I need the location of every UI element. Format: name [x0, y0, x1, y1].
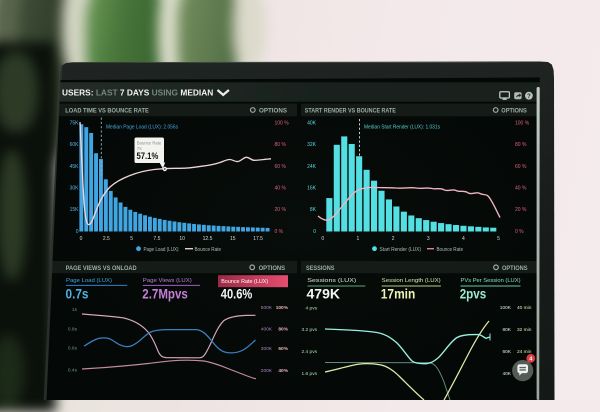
svg-text:0: 0 — [76, 229, 79, 235]
svg-text:Bounce Rate: Bounce Rate — [195, 247, 222, 253]
svg-text:15: 15 — [230, 236, 236, 242]
svg-text:Page Load (LUX): Page Load (LUX) — [144, 247, 179, 253]
svg-text:2pvs: 2pvs — [460, 286, 487, 301]
svg-text:2: 2 — [392, 236, 395, 242]
svg-text:12.5: 12.5 — [203, 236, 213, 242]
svg-text:Bounce Rate: Bounce Rate — [437, 247, 464, 253]
svg-text:80 %: 80 % — [515, 142, 527, 148]
svg-text:5: 5 — [130, 236, 133, 242]
svg-text:60 %: 60 % — [515, 164, 527, 170]
svg-text:40 %: 40 % — [275, 186, 287, 192]
svg-text:5: 5 — [497, 236, 500, 242]
svg-text:400K: 400K — [261, 327, 273, 333]
svg-text:PAGE VIEWS VS ONLOAD: PAGE VIEWS VS ONLOAD — [66, 265, 137, 272]
svg-text:0: 0 — [80, 236, 83, 242]
svg-text:100%: 100% — [276, 305, 289, 311]
svg-text:16K: 16K — [307, 186, 317, 192]
svg-text:1s: 1s — [72, 307, 78, 313]
svg-text:3.2 pvs: 3.2 pvs — [302, 327, 318, 333]
svg-text:Sessions (LUX): Sessions (LUX) — [307, 278, 356, 284]
svg-text:OPTIONS: OPTIONS — [259, 107, 287, 114]
svg-text:4: 4 — [462, 236, 465, 242]
svg-text:80%: 80% — [278, 327, 288, 333]
svg-text:17min: 17min — [381, 286, 416, 301]
svg-text:Bounce Rate (LUX): Bounce Rate (LUX) — [221, 279, 268, 285]
svg-text:0.7s: 0.7s — [66, 286, 89, 301]
svg-text:Median Start Render (LUX): 1.0: Median Start Render (LUX): 1.031s — [364, 124, 440, 130]
svg-text:0.6s: 0.6s — [68, 346, 78, 352]
svg-text:4: 4 — [529, 356, 533, 362]
svg-text:20 %: 20 % — [275, 207, 287, 213]
svg-text:SESSIONS: SESSIONS — [306, 265, 335, 272]
svg-text:Page Load (LUX): Page Load (LUX) — [66, 278, 112, 284]
svg-text:17.5: 17.5 — [253, 236, 263, 242]
svg-text:45K: 45K — [70, 164, 80, 170]
svg-text:?: ? — [527, 93, 531, 100]
svg-text:30K: 30K — [70, 186, 80, 192]
svg-text:100 %: 100 % — [275, 120, 290, 126]
svg-text:300K: 300K — [261, 346, 273, 352]
svg-text:40K: 40K — [502, 371, 511, 377]
svg-text:80 %: 80 % — [275, 142, 287, 148]
svg-text:40K: 40K — [307, 120, 317, 126]
svg-text:0.8s: 0.8s — [68, 327, 78, 333]
svg-text:24 min: 24 min — [517, 349, 532, 355]
svg-text:OPTIONS: OPTIONS — [259, 265, 286, 272]
svg-text:0 %: 0 % — [275, 229, 284, 235]
svg-text:20 %: 20 % — [515, 207, 527, 213]
svg-text:0 %: 0 % — [515, 229, 524, 235]
svg-text:60%: 60% — [278, 346, 288, 352]
svg-text:2.4 pvs: 2.4 pvs — [302, 349, 318, 355]
svg-text:60K: 60K — [70, 142, 80, 148]
svg-text:Session Length (LUX): Session Length (LUX) — [382, 278, 441, 284]
svg-text:40%: 40% — [278, 368, 288, 374]
svg-text:60K: 60K — [502, 349, 511, 355]
svg-text:40 %: 40 % — [515, 186, 527, 192]
svg-text:1.6 pvs: 1.6 pvs — [302, 371, 318, 377]
svg-text:2.7Mpvs: 2.7Mpvs — [142, 286, 188, 301]
svg-text:100K: 100K — [500, 305, 512, 311]
svg-text:2.5: 2.5 — [103, 236, 110, 242]
svg-text:4 pvs: 4 pvs — [306, 306, 318, 312]
svg-text:7s: 7s — [137, 146, 143, 151]
svg-text:0: 0 — [321, 236, 324, 242]
svg-text:15K: 15K — [70, 207, 80, 213]
svg-text:Median Page Load (LUX): 2.056s: Median Page Load (LUX): 2.056s — [106, 124, 178, 130]
svg-text:PVs Per Session (LUX): PVs Per Session (LUX) — [461, 278, 521, 284]
svg-text:Page Views (LUX): Page Views (LUX) — [143, 278, 192, 284]
svg-text:500K: 500K — [261, 305, 273, 311]
svg-text:1: 1 — [357, 236, 360, 242]
svg-text:32 min: 32 min — [517, 327, 532, 333]
svg-text:100 %: 100 % — [515, 120, 530, 126]
svg-text:80K: 80K — [502, 327, 511, 333]
svg-text:Bounce Rate: Bounce Rate — [137, 140, 162, 145]
svg-text:40 min: 40 min — [517, 305, 532, 311]
svg-text:24K: 24K — [307, 164, 317, 170]
svg-text:USERS: LAST 7 DAYS USING MEDIA: USERS: LAST 7 DAYS USING MEDIAN — [62, 87, 213, 97]
svg-text:32K: 32K — [307, 142, 317, 148]
svg-text:60 %: 60 % — [275, 164, 287, 170]
svg-text:10: 10 — [179, 236, 185, 242]
svg-text:479K: 479K — [307, 286, 341, 301]
svg-text:OPTIONS: OPTIONS — [501, 107, 527, 114]
svg-text:3: 3 — [427, 236, 430, 242]
svg-text:8K: 8K — [310, 207, 317, 213]
svg-text:Start Render (LUX): Start Render (LUX) — [380, 247, 422, 253]
svg-text:LOAD TIME VS BOUNCE RATE: LOAD TIME VS BOUNCE RATE — [65, 107, 149, 114]
svg-text:75K: 75K — [70, 120, 80, 126]
svg-text:OPTIONS: OPTIONS — [502, 265, 528, 272]
svg-text:7.5: 7.5 — [153, 236, 160, 242]
svg-text:200K: 200K — [261, 368, 273, 374]
svg-text:START RENDER VS BOUNCE RATE: START RENDER VS BOUNCE RATE — [305, 107, 397, 114]
svg-text:40.6%: 40.6% — [221, 286, 253, 301]
svg-text:57.1%: 57.1% — [137, 151, 159, 161]
svg-text:0: 0 — [313, 229, 316, 235]
svg-text:0.4s: 0.4s — [68, 368, 78, 374]
